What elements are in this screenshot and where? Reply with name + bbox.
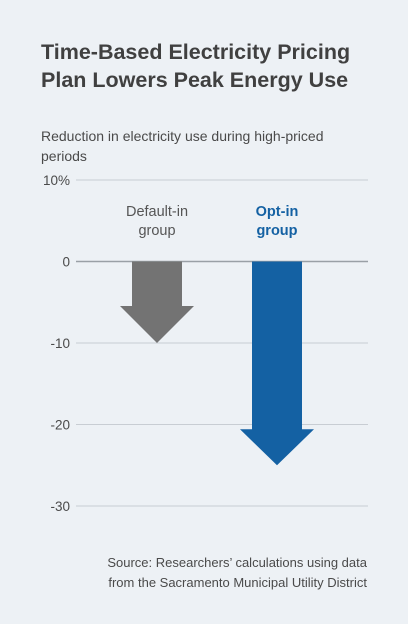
category-label: Default-in	[126, 204, 188, 220]
y-tick-label: -20	[50, 418, 70, 433]
source-line-1: Source: Researchers’ calculations using …	[107, 555, 367, 570]
y-axis-label: Reduction in electricity use during high…	[41, 128, 324, 164]
category-label: group	[138, 223, 175, 239]
y-tick-label: -30	[50, 499, 70, 514]
y-tick-label: -10	[50, 336, 70, 351]
y-tick-label: 0	[62, 255, 70, 270]
source-note: Source: Researchers’ calculations using …	[27, 553, 367, 593]
y-tick-label: 10%	[43, 173, 70, 188]
chart-title: Time-Based Electricity Pricing Plan Lowe…	[41, 40, 351, 92]
arrow-opt-in	[240, 261, 314, 466]
arrow-default-in	[120, 261, 194, 343]
category-label: group	[256, 223, 297, 239]
category-label: Opt-in	[256, 204, 299, 220]
source-line-2: from the Sacramento Municipal Utility Di…	[108, 575, 367, 590]
